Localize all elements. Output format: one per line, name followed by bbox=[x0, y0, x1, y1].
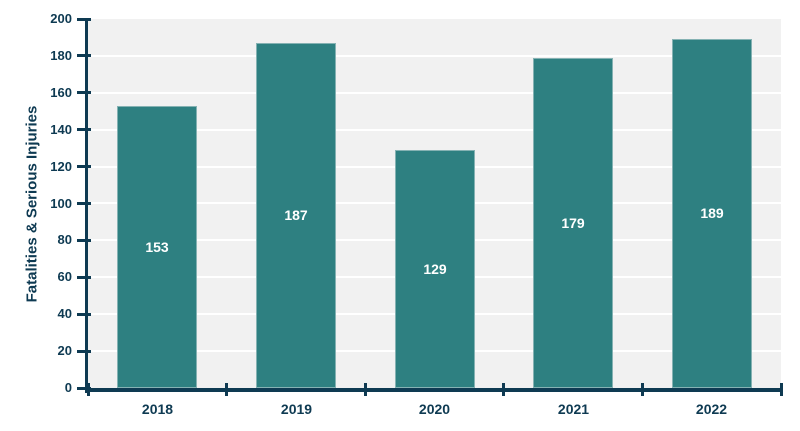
y-tick-80 bbox=[77, 239, 91, 242]
y-tick-label-20: 20 bbox=[57, 343, 72, 358]
gridline-140 bbox=[88, 129, 781, 131]
bar-value-label-2022: 189 bbox=[700, 205, 724, 221]
bar-2018: 153 bbox=[117, 106, 197, 388]
x-tick-label-2021: 2021 bbox=[557, 401, 590, 417]
y-tick-label-80: 80 bbox=[57, 232, 72, 247]
x-tick-label-2019: 2019 bbox=[280, 401, 313, 417]
y-tick-60 bbox=[77, 276, 91, 279]
y-tick-label-200: 200 bbox=[50, 11, 72, 26]
x-axis-line bbox=[85, 388, 781, 392]
y-tick-label-0: 0 bbox=[64, 380, 72, 395]
y-tick-180 bbox=[77, 54, 91, 57]
bar-value-label-2020: 129 bbox=[423, 261, 447, 277]
x-tick-label-2020: 2020 bbox=[418, 401, 451, 417]
y-tick-200 bbox=[77, 18, 91, 21]
y-tick-140 bbox=[77, 128, 91, 131]
bar-value-label-2018: 153 bbox=[145, 239, 169, 255]
gridline-180 bbox=[88, 55, 781, 57]
y-tick-label-160: 160 bbox=[50, 85, 72, 100]
plot-area: 153 187 129 179 189 bbox=[88, 19, 781, 388]
x-tick-5 bbox=[780, 383, 783, 396]
y-tick-160 bbox=[77, 91, 91, 94]
bar-value-label-2019: 187 bbox=[284, 207, 308, 223]
y-tick-label-40: 40 bbox=[57, 306, 72, 321]
y-tick-20 bbox=[77, 350, 91, 353]
y-tick-label-180: 180 bbox=[50, 48, 72, 63]
bar-2022: 189 bbox=[672, 39, 752, 388]
y-tick-0 bbox=[77, 387, 91, 390]
y-axis-line bbox=[85, 19, 88, 393]
y-tick-label-60: 60 bbox=[57, 269, 72, 284]
bar-2019: 187 bbox=[256, 43, 336, 388]
bar-2021: 179 bbox=[533, 58, 613, 388]
y-tick-label-140: 140 bbox=[50, 122, 72, 137]
y-tick-120 bbox=[77, 165, 91, 168]
bar-value-label-2021: 179 bbox=[561, 215, 585, 231]
y-tick-label-100: 100 bbox=[50, 196, 72, 211]
bar-2020: 129 bbox=[395, 150, 475, 388]
x-tick-label-2022: 2022 bbox=[695, 401, 728, 417]
y-tick-100 bbox=[77, 202, 91, 205]
gridline-160 bbox=[88, 92, 781, 94]
y-tick-label-120: 120 bbox=[50, 159, 72, 174]
x-tick-label-2018: 2018 bbox=[141, 401, 174, 417]
y-tick-40 bbox=[77, 313, 91, 316]
